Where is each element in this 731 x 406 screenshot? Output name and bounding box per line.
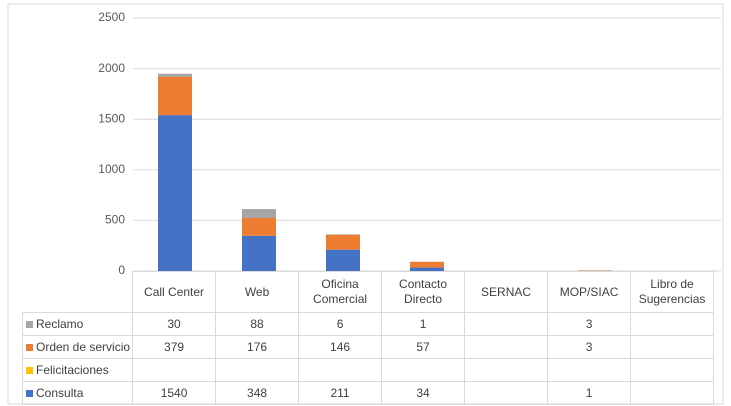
bar-segment: [158, 115, 192, 271]
bar-segment: [326, 249, 360, 271]
header-row: Call Center Web Oficina Comercial Contacto …: [22, 271, 715, 313]
data-table: Call Center Web Oficina Comercial Contacto …: [21, 271, 715, 405]
value-cell: [464, 312, 549, 336]
y-tick-label: 2000: [98, 61, 125, 75]
value-cell: [464, 335, 549, 359]
legend-key: [26, 366, 33, 374]
y-tick-label: 1500: [98, 111, 125, 125]
series-row: Reclamo 30 88 6 1 3: [21, 312, 715, 336]
value-cell: [547, 358, 632, 382]
corner-cell: [22, 271, 134, 313]
bar-segment: [158, 76, 192, 116]
series-row: Consulta 1540 348 211 34 1: [21, 381, 715, 405]
series-row: Felicitaciones: [21, 358, 715, 382]
bar-segment: [242, 217, 276, 236]
legend-label: Felicitaciones: [36, 362, 109, 377]
bar-segment: [242, 235, 276, 271]
value-cell: [630, 381, 715, 405]
value-cell: [630, 312, 715, 336]
value-cell: 57: [381, 335, 466, 359]
value-cell: [215, 358, 300, 382]
y-tick-label: 2500: [98, 10, 125, 24]
value-cell: [630, 358, 715, 382]
value-cell: 146: [298, 335, 383, 359]
value-cell: 1: [547, 381, 632, 405]
y-tick-label: 500: [105, 213, 125, 227]
legend-cell: Felicitaciones: [21, 358, 134, 382]
legend-key: [26, 343, 33, 351]
value-cell: [381, 358, 466, 382]
legend-label: Consulta: [36, 385, 84, 400]
bar-segment: [158, 73, 192, 77]
legend-cell: Reclamo: [21, 312, 134, 336]
category-cell: Call Center: [132, 271, 217, 313]
category-cell: Web: [215, 271, 300, 313]
value-cell: 88: [215, 312, 300, 336]
value-cell: 30: [132, 312, 217, 336]
series-row: Orden de servicio 379 176 146 57 3: [21, 335, 715, 359]
value-cell: 3: [547, 312, 632, 336]
value-cell: 6: [298, 312, 383, 336]
bar-segment: [242, 209, 276, 218]
y-tick-label: 0: [118, 263, 125, 277]
value-cell: 176: [215, 335, 300, 359]
category-cell: Oficina Comercial: [298, 271, 383, 313]
value-cell: 348: [215, 381, 300, 405]
legend-cell: Orden de servicio: [21, 335, 134, 359]
value-cell: 34: [381, 381, 466, 405]
value-cell: 3: [547, 335, 632, 359]
category-cell: MOP/SIAC: [547, 271, 632, 313]
legend-key: [26, 389, 33, 397]
legend-label: Reclamo: [36, 316, 84, 331]
bar-segment: [410, 267, 444, 271]
category-cell: Libro de Sugerencias: [630, 271, 715, 313]
value-cell: [464, 381, 549, 405]
legend-cell: Consulta: [21, 381, 134, 405]
value-cell: [298, 358, 383, 382]
value-cell: [132, 358, 217, 382]
value-cell: 379: [132, 335, 217, 359]
bar-segment: [410, 261, 444, 268]
bar-segment: [326, 234, 360, 250]
value-cell: 211: [298, 381, 383, 405]
legend-key: [26, 320, 33, 328]
bar-segment: [326, 234, 360, 235]
value-cell: 1540: [132, 381, 217, 405]
category-cell: Contacto Directo: [381, 271, 466, 313]
value-cell: [630, 335, 715, 359]
value-cell: [464, 358, 549, 382]
y-tick-label: 1000: [98, 162, 125, 176]
category-cell: SERNAC: [464, 271, 549, 313]
value-cell: 1: [381, 312, 466, 336]
legend-label: Orden de servicio: [36, 339, 131, 354]
